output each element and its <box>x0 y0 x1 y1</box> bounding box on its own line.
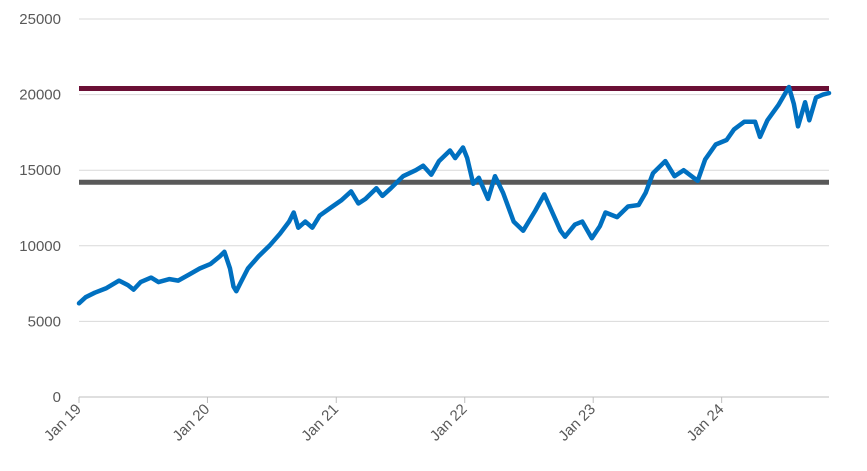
x-tick-label: Jan 22 <box>427 401 471 445</box>
x-tick-label: Jan 24 <box>684 401 728 445</box>
x-axis-tick-labels: Jan 19 Jan 20 Jan 21 Jan 22 Jan 23 Jan 24 <box>41 397 728 445</box>
y-tick-label: 5000 <box>28 313 61 330</box>
y-tick-label: 25000 <box>19 11 61 28</box>
y-tick-label: 10000 <box>19 238 61 255</box>
y-tick-label: 0 <box>53 389 61 406</box>
series-line <box>76 84 832 306</box>
x-tick-label: Jan 20 <box>169 401 213 445</box>
series-group <box>76 84 832 306</box>
y-axis-tick-labels: 0 5000 10000 15000 20000 25000 <box>19 11 61 406</box>
x-tick-label: Jan 21 <box>298 401 342 445</box>
reference-lines <box>79 86 829 185</box>
x-tick-label: Jan 19 <box>41 401 85 445</box>
y-tick-label: 20000 <box>19 87 61 104</box>
x-tick-label: Jan 23 <box>555 401 599 445</box>
gridlines <box>79 18 829 322</box>
y-tick-label: 15000 <box>19 162 61 179</box>
